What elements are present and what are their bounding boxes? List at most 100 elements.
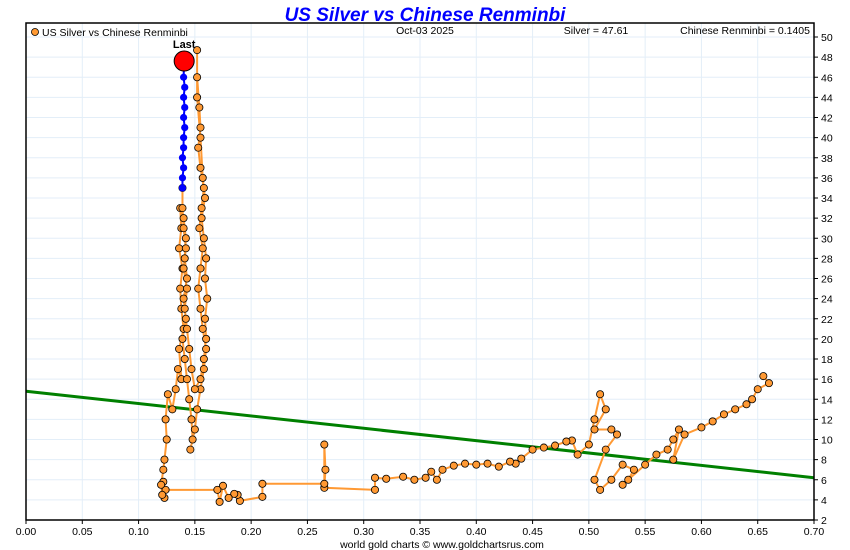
- history-point: [202, 344, 211, 353]
- history-point: [748, 395, 757, 404]
- x-tick-label: 0.05: [72, 526, 93, 538]
- history-point: [182, 274, 191, 283]
- history-point: [175, 244, 184, 253]
- x-tick-label: 0.15: [185, 526, 206, 538]
- history-point: [483, 459, 492, 468]
- history-point: [190, 385, 199, 394]
- history-point: [179, 264, 188, 273]
- history-point: [596, 485, 605, 494]
- history-point: [195, 103, 204, 112]
- x-tick-label: 0.65: [747, 526, 768, 538]
- history-point: [370, 473, 379, 482]
- history-point: [258, 479, 267, 488]
- history-point: [528, 445, 537, 454]
- x-tick-label: 0.25: [297, 526, 318, 538]
- history-point: [196, 375, 205, 384]
- legend-marker: [31, 28, 39, 36]
- header-renminbi: Chinese Renminbi = 0.1405: [680, 25, 810, 37]
- history-point: [506, 457, 515, 466]
- history-point: [539, 443, 548, 452]
- recent-points: [178, 61, 189, 192]
- history-point: [182, 284, 191, 293]
- chart-title: US Silver vs Chinese Renminbi: [285, 5, 567, 26]
- history-point: [590, 475, 599, 484]
- grid-lines: [25, 23, 815, 521]
- history-point: [199, 354, 208, 363]
- history-point: [218, 481, 227, 490]
- axis-ticks: 0.00 0.05 0.10 0.15 0.20 0.25 0.30 0.35 0.40 0.45…: [16, 32, 833, 538]
- history-point: [199, 365, 208, 374]
- history-point: [215, 497, 224, 506]
- recent-point: [178, 174, 187, 182]
- history-point: [193, 93, 202, 102]
- history-point: [202, 254, 211, 263]
- history-point: [178, 334, 187, 343]
- recent-point: [181, 103, 189, 112]
- y-tick-label: 36: [821, 173, 833, 185]
- history-point: [382, 474, 391, 483]
- history-point: [641, 460, 650, 469]
- x-tick-label: 0.10: [128, 526, 149, 538]
- y-tick-label: 6: [821, 475, 827, 487]
- x-tick-label: 0.50: [579, 526, 600, 538]
- history-point: [193, 73, 202, 82]
- history-point: [427, 467, 436, 476]
- history-point: [197, 204, 206, 213]
- x-tick-label: 0.60: [691, 526, 712, 538]
- history-point: [601, 445, 610, 454]
- recent-point: [180, 144, 188, 152]
- history-point: [196, 264, 205, 273]
- history-point: [179, 294, 188, 303]
- history-point: [421, 473, 430, 482]
- history-point: [613, 430, 622, 439]
- history-point: [197, 214, 206, 223]
- history-point: [196, 123, 205, 132]
- history-point: [200, 193, 209, 202]
- history-point: [669, 455, 678, 464]
- y-tick-label: 38: [821, 153, 833, 165]
- recent-point: [178, 154, 187, 162]
- header-date: Oct-03 2025: [396, 25, 454, 37]
- history-point: [160, 455, 169, 464]
- y-tick-label: 42: [821, 113, 833, 125]
- history-point: [607, 425, 616, 434]
- history-point: [551, 441, 560, 450]
- last-label: Last: [173, 39, 196, 51]
- history-point: [196, 304, 205, 313]
- y-tick-label: 20: [821, 334, 833, 346]
- history-point: [198, 173, 207, 182]
- history-point: [607, 475, 616, 484]
- history-point: [731, 405, 740, 414]
- history-point: [180, 304, 189, 313]
- history-point: [193, 46, 202, 55]
- history-point: [173, 365, 182, 374]
- history-point: [320, 479, 329, 488]
- history-point: [182, 324, 191, 333]
- trend-line: [25, 389, 815, 480]
- recent-point: [178, 184, 187, 192]
- recent-point: [180, 164, 188, 172]
- history-point: [179, 224, 188, 233]
- y-tick-label: 24: [821, 294, 833, 306]
- y-tick-label: 22: [821, 314, 833, 326]
- history-point: [719, 410, 728, 419]
- history-point: [163, 390, 172, 399]
- history-point: [494, 462, 503, 471]
- x-tick-label: 0.00: [16, 526, 37, 538]
- history-point: [438, 465, 447, 474]
- history-point: [194, 284, 203, 293]
- y-tick-label: 26: [821, 274, 833, 286]
- history-point: [187, 415, 196, 424]
- y-tick-label: 48: [821, 52, 833, 64]
- recent-point: [181, 83, 189, 91]
- history-point: [573, 450, 582, 459]
- history-point: [161, 415, 170, 424]
- history-point: [472, 460, 481, 469]
- history-point: [181, 314, 190, 323]
- x-tick-label: 0.40: [466, 526, 487, 538]
- y-tick-label: 4: [821, 495, 827, 507]
- y-tick-label: 8: [821, 455, 827, 467]
- history-point: [171, 385, 180, 394]
- history-point: [181, 234, 190, 243]
